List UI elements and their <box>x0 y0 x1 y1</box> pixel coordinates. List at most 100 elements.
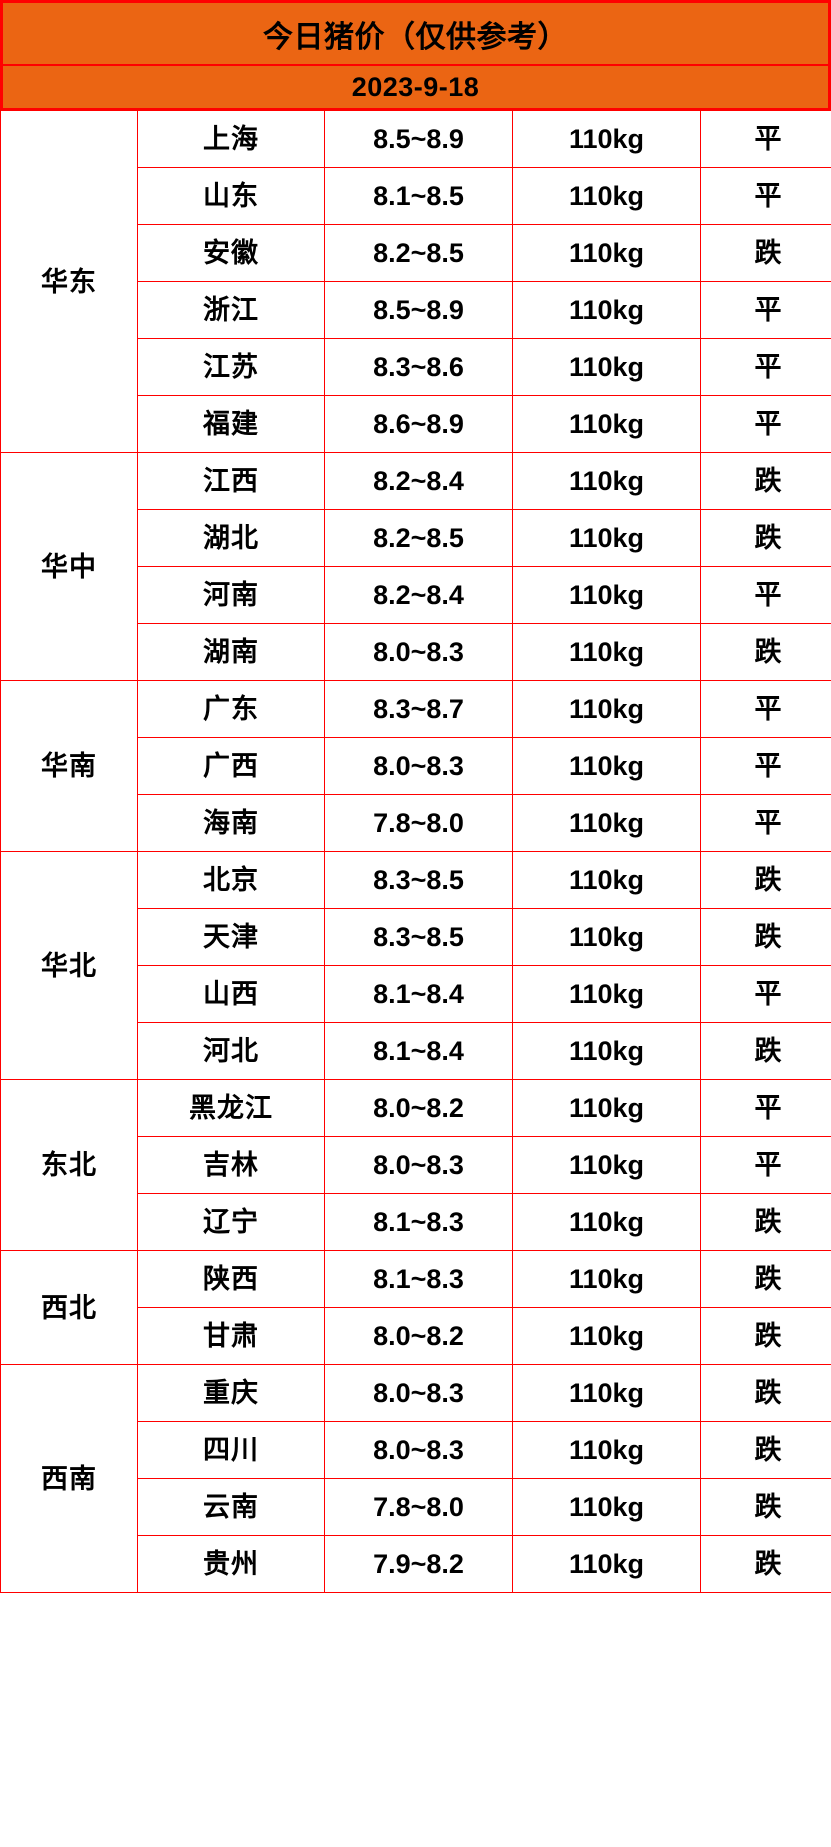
price-cell: 8.0~8.3 <box>324 1421 513 1479</box>
table-row: 安徽 8.2~8.5 110kg 跌 <box>1 224 831 282</box>
trend-cell: 平 <box>700 167 831 225</box>
province-cell: 上海 <box>137 110 325 168</box>
province-cell: 天津 <box>137 908 325 966</box>
table-row: 甘肃 8.0~8.2 110kg 跌 <box>1 1307 831 1365</box>
price-cell: 8.0~8.2 <box>324 1307 513 1365</box>
price-cell: 8.3~8.5 <box>324 908 513 966</box>
price-cell: 7.9~8.2 <box>324 1535 513 1593</box>
price-cell: 8.0~8.3 <box>324 737 513 795</box>
province-cell: 江西 <box>137 452 325 510</box>
table-row: 湖南 8.0~8.3 110kg 跌 <box>1 623 831 681</box>
province-cell: 甘肃 <box>137 1307 325 1365</box>
weight-cell: 110kg <box>512 1193 701 1251</box>
trend-cell: 平 <box>700 965 831 1023</box>
table-row: 辽宁 8.1~8.3 110kg 跌 <box>1 1193 831 1251</box>
table-row: 河北 8.1~8.4 110kg 跌 <box>1 1022 831 1080</box>
province-cell: 黑龙江 <box>137 1079 325 1137</box>
table-row: 湖北 8.2~8.5 110kg 跌 <box>1 509 831 567</box>
table-row: 贵州 7.9~8.2 110kg 跌 <box>1 1535 831 1593</box>
province-cell: 山西 <box>137 965 325 1023</box>
province-cell: 广西 <box>137 737 325 795</box>
province-cell: 湖北 <box>137 509 325 567</box>
province-cell: 广东 <box>137 680 325 738</box>
price-cell: 8.1~8.5 <box>324 167 513 225</box>
table-row: 山西 8.1~8.4 110kg 平 <box>1 965 831 1023</box>
region-cell: 西南 <box>0 1364 138 1593</box>
table-row: 河南 8.2~8.4 110kg 平 <box>1 566 831 624</box>
price-cell: 7.8~8.0 <box>324 794 513 852</box>
province-cell: 辽宁 <box>137 1193 325 1251</box>
trend-cell: 平 <box>700 566 831 624</box>
trend-cell: 平 <box>700 338 831 396</box>
table-row: 广西 8.0~8.3 110kg 平 <box>1 737 831 795</box>
price-cell: 8.3~8.5 <box>324 851 513 909</box>
table-row: 吉林 8.0~8.3 110kg 平 <box>1 1136 831 1194</box>
province-cell: 重庆 <box>137 1364 325 1422</box>
province-cell: 云南 <box>137 1478 325 1536</box>
price-table-body: 华东 上海 8.5~8.9 110kg 平山东 8.1~8.5 110kg 平安徽 8.2~8.… <box>0 110 831 1593</box>
trend-cell: 平 <box>700 1079 831 1137</box>
province-cell: 贵州 <box>137 1535 325 1593</box>
price-table: 华东 上海 8.5~8.9 110kg 平山东 8.1~8.5 110kg 平安徽 8.2~8.… <box>0 110 831 1593</box>
trend-cell: 平 <box>700 1136 831 1194</box>
province-cell: 湖南 <box>137 623 325 681</box>
trend-cell: 跌 <box>700 1478 831 1536</box>
trend-cell: 跌 <box>700 509 831 567</box>
report-date: 2023-9-18 <box>0 66 831 110</box>
table-row: 华北 北京 8.3~8.5 110kg 跌 <box>0 851 831 1080</box>
trend-cell: 平 <box>700 110 831 168</box>
region-cell: 东北 <box>0 1079 138 1251</box>
weight-cell: 110kg <box>512 1079 701 1137</box>
table-row: 浙江 8.5~8.9 110kg 平 <box>1 281 831 339</box>
weight-cell: 110kg <box>512 167 701 225</box>
price-cell: 8.5~8.9 <box>324 281 513 339</box>
price-cell: 8.1~8.4 <box>324 1022 513 1080</box>
region-cell: 华中 <box>0 452 138 681</box>
trend-cell: 跌 <box>700 224 831 282</box>
table-row: 天津 8.3~8.5 110kg 跌 <box>1 908 831 966</box>
weight-cell: 110kg <box>512 395 701 453</box>
weight-cell: 110kg <box>512 623 701 681</box>
weight-cell: 110kg <box>512 680 701 738</box>
price-cell: 8.3~8.6 <box>324 338 513 396</box>
page-title: 今日猪价（仅供参考） <box>0 0 831 66</box>
weight-cell: 110kg <box>512 908 701 966</box>
price-cell: 8.6~8.9 <box>324 395 513 453</box>
weight-cell: 110kg <box>512 1136 701 1194</box>
province-cell: 北京 <box>137 851 325 909</box>
weight-cell: 110kg <box>512 110 701 168</box>
weight-cell: 110kg <box>512 851 701 909</box>
price-cell: 8.2~8.5 <box>324 224 513 282</box>
price-cell: 8.2~8.4 <box>324 452 513 510</box>
trend-cell: 跌 <box>700 1250 831 1308</box>
price-cell: 8.5~8.9 <box>324 110 513 168</box>
table-row: 福建 8.6~8.9 110kg 平 <box>1 395 831 453</box>
price-cell: 7.8~8.0 <box>324 1478 513 1536</box>
weight-cell: 110kg <box>512 1421 701 1479</box>
table-row: 西南 重庆 8.0~8.3 110kg 跌 <box>0 1364 831 1593</box>
weight-cell: 110kg <box>512 794 701 852</box>
province-cell: 吉林 <box>137 1136 325 1194</box>
trend-cell: 跌 <box>700 623 831 681</box>
province-cell: 福建 <box>137 395 325 453</box>
weight-cell: 110kg <box>512 224 701 282</box>
table-row: 华中 江西 8.2~8.4 110kg 跌 <box>0 452 831 681</box>
table-row: 云南 7.8~8.0 110kg 跌 <box>1 1478 831 1536</box>
trend-cell: 跌 <box>700 1364 831 1422</box>
trend-cell: 跌 <box>700 1193 831 1251</box>
price-cell: 8.2~8.4 <box>324 566 513 624</box>
province-cell: 陕西 <box>137 1250 325 1308</box>
trend-cell: 跌 <box>700 1535 831 1593</box>
weight-cell: 110kg <box>512 1364 701 1422</box>
price-cell: 8.1~8.4 <box>324 965 513 1023</box>
table-row: 山东 8.1~8.5 110kg 平 <box>1 167 831 225</box>
weight-cell: 110kg <box>512 566 701 624</box>
trend-cell: 跌 <box>700 1307 831 1365</box>
price-cell: 8.3~8.7 <box>324 680 513 738</box>
weight-cell: 110kg <box>512 509 701 567</box>
price-cell: 8.0~8.3 <box>324 1364 513 1422</box>
price-cell: 8.1~8.3 <box>324 1250 513 1308</box>
trend-cell: 跌 <box>700 1421 831 1479</box>
table-row: 华东 上海 8.5~8.9 110kg 平 <box>0 110 831 453</box>
province-cell: 江苏 <box>137 338 325 396</box>
